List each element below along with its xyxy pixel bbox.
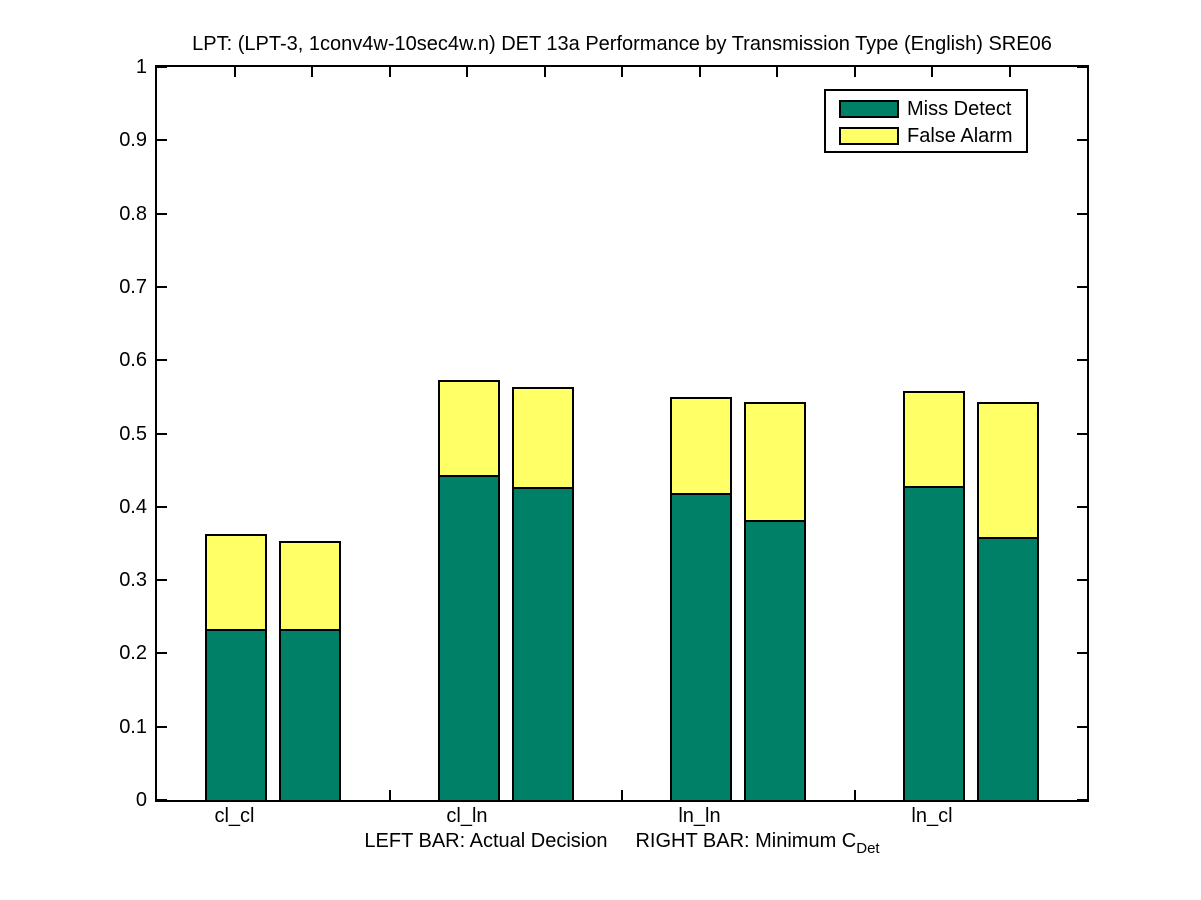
y-axis-tick-label: 0.9 [119,129,147,152]
x-axis-tick-label: cl_ln [446,805,488,827]
x-axis-tick-top [776,67,778,77]
stacked-bar-cl_ln-minimum-cdet [511,387,574,800]
y-axis-tick-label: 0.6 [119,349,147,372]
y-axis-tick-left [157,212,167,215]
x-axis-tick-label: ln_cl [911,805,953,827]
x-axis-tick-label: ln_ln [678,805,721,827]
x-axis-tick-top [311,67,313,77]
footnote-right-bar-subscript: Det [856,840,880,857]
x-axis-tick-top [1008,67,1011,77]
y-axis-tick-right [1077,66,1087,68]
y-axis-tick-right [1077,579,1087,582]
footnote-right-bar-text: RIGHT BAR: Minimum C [635,830,857,852]
x-axis-tick-top [388,67,391,77]
stacked-bar-cl_cl-minimum-cdet [279,541,342,800]
plot-area: Miss Detect False Alarm [155,65,1089,802]
y-axis-tick-left [157,505,167,508]
bar-segment-miss-detect [746,520,805,800]
y-axis-tick-label: 0.3 [119,569,147,592]
y-axis-tick-left [157,359,167,362]
stacked-bar-cl_cl-actual-decision [205,534,268,800]
y-axis-tick-label: 0.4 [119,495,147,518]
y-axis-tick-label: 0.7 [119,275,147,298]
y-axis-tick-left [157,66,167,68]
y-axis-tick-right [1077,359,1087,362]
y-axis-tick-right [1077,505,1087,508]
bar-segment-miss-detect [672,493,731,800]
y-axis-tick-right [1077,139,1087,142]
legend-swatch-miss-detect [839,100,899,118]
y-axis-tick-right [1077,285,1087,288]
legend-swatch-false-alarm [839,127,899,145]
y-axis-tick-left [157,652,167,655]
y-axis-tick-label: 0.1 [119,715,147,738]
bar-segment-miss-detect [978,537,1037,800]
y-axis-tick-left [157,432,167,435]
y-axis-tick-right [1077,725,1087,728]
stacked-bar-ln_ln-actual-decision [670,397,733,800]
y-axis-tick-right [1077,432,1087,435]
stacked-bar-ln_cl-minimum-cdet [976,402,1039,800]
y-axis-tick-label: 0.5 [119,422,147,445]
x-axis-tick-bottom [853,790,856,800]
stacked-bar-ln_ln-minimum-cdet [744,402,807,800]
chart-title: LPT: (LPT-3, 1conv4w-10sec4w.n) DET 13a … [192,33,1052,55]
y-axis-tick-left [157,799,167,801]
x-axis-tick-top [853,67,856,77]
legend-label-miss-detect: Miss Detect [907,98,1012,120]
bar-segment-miss-detect [207,629,266,800]
y-axis-tick-label: 0.2 [119,642,147,665]
y-axis-tick-right [1077,212,1087,215]
x-axis-tick-top [621,67,623,77]
y-axis-tick-left [157,725,167,728]
y-axis-tick-left [157,579,167,582]
legend-entry-false-alarm: False Alarm [839,125,1026,147]
stacked-bar-cl_ln-actual-decision [437,380,500,800]
stacked-bar-ln_cl-actual-decision [902,391,965,800]
x-axis-tick-label: cl_cl [214,805,255,827]
x-axis-annotation: LEFT BAR: Actual Decision RIGHT BAR: Mini… [155,829,1089,861]
bar-segment-miss-detect [439,475,498,800]
y-axis-tick-right [1077,799,1087,801]
y-axis-tick-label: 1 [135,56,147,78]
x-axis-tick-top [931,67,933,77]
footnote-right-bar: RIGHT BAR: Minimum CDet [635,830,879,857]
x-axis-tick-bottom [621,790,623,800]
legend: Miss Detect False Alarm [824,89,1028,153]
bar-segment-miss-detect [904,486,963,800]
x-axis-tick-top [698,67,701,77]
y-axis-tick-right [1077,652,1087,655]
legend-label-false-alarm: False Alarm [907,125,1013,147]
x-axis-tick-bottom [388,790,391,800]
y-axis-tick-left [157,139,167,142]
y-axis-tick-left [157,285,167,288]
legend-entry-miss-detect: Miss Detect [839,98,1026,120]
x-axis-tick-top [543,67,546,77]
x-axis-tick-top [466,67,468,77]
y-axis-tick-label: 0 [135,789,147,811]
bar-segment-miss-detect [513,487,572,800]
y-axis-tick-label: 0.8 [119,202,147,225]
x-axis-tick-top [233,67,236,77]
footnote-left-bar: LEFT BAR: Actual Decision [364,830,608,852]
bar-segment-miss-detect [281,629,340,800]
